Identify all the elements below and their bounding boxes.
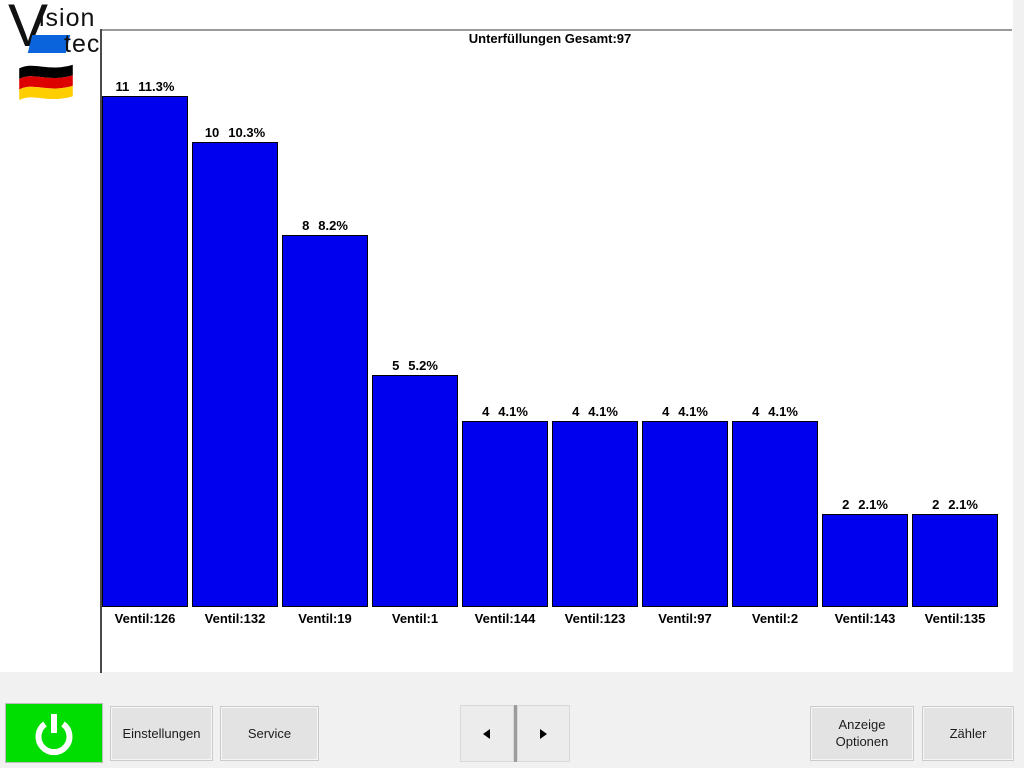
german-flag-icon	[19, 64, 73, 101]
x-axis-label: Ventil:132	[204, 611, 266, 626]
bar	[552, 421, 638, 607]
bar-percent: 2.1%	[858, 497, 888, 512]
bar-count: 4	[482, 404, 490, 419]
bar-group: 10 10.3%	[192, 125, 278, 607]
bar-value-label: 2 2.1%	[822, 497, 908, 512]
bar-percent: 2.1%	[948, 497, 978, 512]
x-axis-label: Ventil:1	[391, 611, 439, 626]
chart-y-axis-line	[100, 29, 102, 673]
bar-group: 2 2.1%	[912, 497, 998, 607]
bar-group: 8 8.2%	[282, 218, 368, 607]
chart-top-border	[100, 29, 1012, 31]
bar-group: 4 4.1%	[552, 404, 638, 607]
x-axis-label: Ventil:19	[298, 611, 352, 626]
bar-value-label: 11 11.3%	[102, 79, 188, 94]
bar-value-label: 4 4.1%	[642, 404, 728, 419]
bar-group: 4 4.1%	[642, 404, 728, 607]
bar	[102, 96, 188, 607]
logo-text-ision: ision	[39, 4, 96, 32]
bar	[822, 514, 908, 607]
bar	[732, 421, 818, 607]
bar-percent: 4.1%	[768, 404, 798, 419]
arrow-right-icon	[539, 728, 547, 739]
bar-group: 5 5.2%	[372, 358, 458, 607]
bar-count: 11	[115, 79, 130, 94]
bar-value-label: 5 5.2%	[372, 358, 458, 373]
bar-count: 10	[204, 125, 220, 140]
x-axis-label: Ventil:97	[658, 611, 712, 626]
plot-area: 11 11.3% 10 10.3% 8 8.2% 5 5.2% 4 4.1% 4 4.1% 4 4.1% 4…	[102, 30, 998, 607]
bar-count: 4	[572, 404, 580, 419]
x-axis-label: Ventil:143	[834, 611, 896, 626]
power-icon	[35, 714, 73, 756]
bar-count: 2	[932, 497, 940, 512]
zaehler-button-label: Zähler	[949, 726, 987, 741]
bar	[192, 142, 278, 607]
page-next-button[interactable]	[516, 705, 570, 762]
anzeige-optionen-line1: Anzeige	[838, 716, 886, 732]
arrow-left-icon	[483, 728, 491, 739]
bar-percent: 4.1%	[678, 404, 708, 419]
bar-group: 2 2.1%	[822, 497, 908, 607]
bar	[642, 421, 728, 607]
bar-value-label: 10 10.3%	[192, 125, 278, 140]
bar	[462, 421, 548, 607]
einstellungen-button-label: Einstellungen	[122, 726, 201, 741]
bar	[912, 514, 998, 607]
bar-value-label: 4 4.1%	[552, 404, 638, 419]
einstellungen-button[interactable]: Einstellungen	[110, 706, 213, 761]
bar-group: 4 4.1%	[732, 404, 818, 607]
x-axis-label: Ventil:144	[474, 611, 536, 626]
bar-count: 8	[302, 218, 310, 233]
bar-value-label: 8 8.2%	[282, 218, 368, 233]
bar-percent: 10.3%	[228, 125, 266, 140]
bar-count: 5	[392, 358, 400, 373]
bar-percent: 4.1%	[588, 404, 618, 419]
service-button-label: Service	[247, 726, 292, 741]
bar-count: 4	[752, 404, 760, 419]
bar-percent: 5.2%	[408, 358, 438, 373]
power-button[interactable]	[5, 703, 103, 763]
x-axis-label: Ventil:135	[924, 611, 986, 626]
logo-text-tec: tec	[64, 30, 101, 58]
x-axis-label: Ventil:123	[564, 611, 626, 626]
bar-percent: 8.2%	[318, 218, 348, 233]
visiontec-logo: V ision tec	[6, 0, 110, 60]
bar-count: 4	[662, 404, 670, 419]
bar-percent: 11.3%	[138, 79, 175, 94]
x-axis-label: Ventil:126	[114, 611, 176, 626]
bar-group: 4 4.1%	[462, 404, 548, 607]
x-axis-label: Ventil:2	[751, 611, 799, 626]
chart-title: Unterfüllungen Gesamt:97	[468, 31, 632, 46]
anzeige-optionen-button[interactable]: Anzeige Optionen	[810, 706, 914, 761]
bar-group: 11 11.3%	[102, 79, 188, 607]
bar	[282, 235, 368, 607]
pager-control	[460, 705, 570, 762]
x-axis-labels: Ventil:126 Ventil:132 Ventil:19 Ventil:1 Ven…	[102, 611, 998, 626]
bar	[372, 375, 458, 607]
zaehler-button[interactable]: Zähler	[922, 706, 1014, 761]
bar-value-label: 4 4.1%	[732, 404, 818, 419]
bar-count: 2	[842, 497, 850, 512]
bar-percent: 4.1%	[498, 404, 528, 419]
page-previous-button[interactable]	[460, 705, 514, 762]
anzeige-optionen-line2: Optionen	[835, 733, 889, 749]
bar-value-label: 2 2.1%	[912, 497, 998, 512]
bar-value-label: 4 4.1%	[462, 404, 548, 419]
service-button[interactable]: Service	[220, 706, 319, 761]
